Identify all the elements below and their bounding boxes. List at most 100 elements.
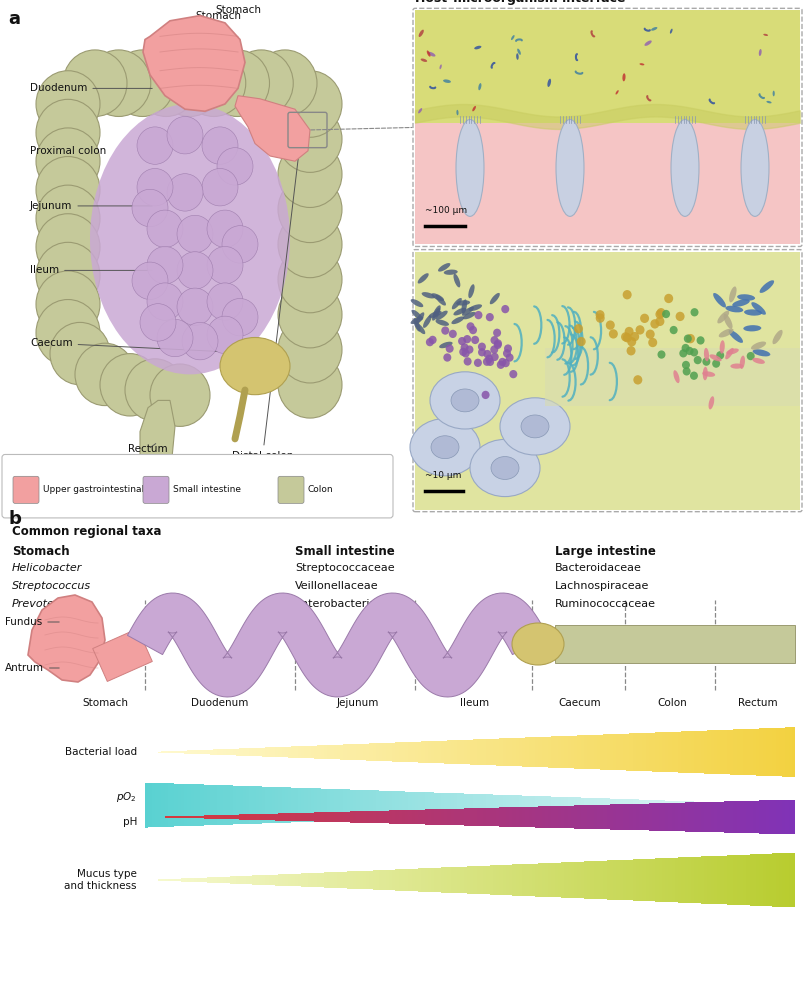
Circle shape [676,312,684,321]
Bar [759,728,762,776]
Bar [671,732,675,772]
Bar [399,869,402,891]
Bar [603,805,607,829]
Bar [681,857,684,903]
Bar [200,784,203,826]
Bar [181,751,184,753]
Ellipse shape [702,371,715,377]
Text: Antrum: Antrum [5,663,59,673]
Bar [616,799,620,811]
Bar [727,855,730,905]
Bar [171,816,174,818]
Text: Bacteroidaceae: Bacteroidaceae [555,563,642,573]
Bar [684,731,688,773]
Bar [697,802,701,832]
Bar [347,812,350,822]
Bar [252,748,255,756]
Bar [265,875,268,885]
Bar [207,815,210,819]
Bar [733,729,736,775]
Bar [229,749,232,755]
Bar [164,751,168,753]
Bar [340,872,343,888]
Bar [626,799,629,811]
Bar [428,809,431,825]
Bar [402,810,405,824]
Bar [476,739,480,765]
Bar [535,863,539,896]
Bar [578,862,581,898]
Bar [311,788,314,822]
Bar [694,802,697,808]
Bar [684,801,688,809]
Bar [512,864,515,896]
Circle shape [463,335,471,343]
Circle shape [140,304,176,341]
Bar [223,877,226,883]
Bar [659,800,662,810]
Circle shape [177,215,213,253]
Bar [714,802,717,808]
Bar [489,808,492,826]
Ellipse shape [416,323,425,334]
Bar [535,806,539,828]
Circle shape [627,337,636,346]
Circle shape [493,329,501,337]
Ellipse shape [640,63,645,65]
Bar [171,879,174,881]
Bar [542,863,545,897]
Bar [288,874,292,886]
Bar [603,798,607,812]
Bar [620,804,623,830]
Bar [528,737,531,767]
Bar [382,791,386,819]
Circle shape [690,348,698,357]
Bar [584,735,587,769]
Bar [723,803,727,807]
Bar [337,789,340,821]
Bar [668,732,671,772]
Circle shape [206,50,270,116]
Bar [707,856,710,904]
Bar [629,804,633,830]
Bar [441,867,444,893]
Polygon shape [127,593,548,697]
Bar [226,877,229,883]
Bar [200,816,203,818]
Circle shape [278,281,342,348]
Circle shape [147,246,183,284]
Bar [486,739,489,765]
Ellipse shape [760,280,774,293]
Bar [197,784,200,826]
Bar [476,808,480,826]
Bar [327,789,330,821]
Bar [782,853,785,907]
Bar [772,728,775,776]
Circle shape [147,210,183,248]
Bar [642,859,646,901]
Bar [463,808,467,826]
Bar [720,802,723,808]
Bar [298,813,301,821]
Bar [298,788,301,822]
Bar [565,862,568,898]
Ellipse shape [622,73,625,81]
Bar [756,801,759,833]
Bar [405,869,408,891]
Bar [340,744,343,760]
Bar [366,811,369,823]
Bar [555,806,558,828]
Bar [151,783,155,827]
Bar [655,732,659,772]
Bar [334,812,337,822]
Bar [321,812,324,822]
Polygon shape [140,400,175,484]
Bar [499,807,502,827]
Bar [161,879,164,881]
Ellipse shape [645,40,652,46]
Circle shape [625,327,633,336]
Bar [450,809,454,825]
Circle shape [278,316,342,383]
Bar [675,801,678,809]
Bar [415,252,800,510]
